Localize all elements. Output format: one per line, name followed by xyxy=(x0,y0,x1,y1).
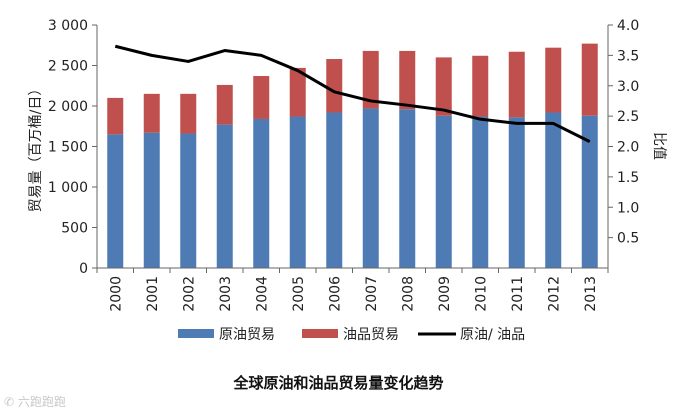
left-tick-label: 1 500 xyxy=(48,140,88,156)
bar-crude-2009 xyxy=(435,115,452,268)
x-tick-label: 2009 xyxy=(437,276,453,312)
x-axis: 2000 2001 2002 2003 2004 2005 2006 2007 2008 2009… xyxy=(96,267,609,312)
bar-crude-2006 xyxy=(326,112,343,268)
legend-swatch-crude xyxy=(178,329,214,338)
right-tick-label: 1.0 xyxy=(617,200,639,216)
left-tick-label: 2 500 xyxy=(48,59,88,75)
bar-products-2010 xyxy=(472,55,489,117)
x-tick-label: 2013 xyxy=(583,276,599,312)
left-tick-label: 500 xyxy=(61,221,88,237)
bar-crude-2007 xyxy=(362,108,379,269)
bar-products-2013 xyxy=(581,43,598,116)
right-tick-label: 3.0 xyxy=(617,79,639,95)
watermark-icon: ✆ xyxy=(4,395,15,409)
watermark-logo: ✆ 六跑跑跑 xyxy=(4,393,66,410)
x-tick-label: 2008 xyxy=(400,276,416,312)
x-tick-label: 2005 xyxy=(291,276,307,312)
x-tick-label: 2011 xyxy=(510,276,526,312)
bar-products-2003 xyxy=(216,84,233,125)
bar-products-2011 xyxy=(508,51,525,118)
bar-crude-2000 xyxy=(107,134,124,268)
x-tick-label: 2007 xyxy=(364,276,380,312)
plot-area xyxy=(107,43,598,269)
left-tick-label: 3 000 xyxy=(48,18,88,34)
bar-crude-2013 xyxy=(581,115,598,268)
right-tick-label: 2.0 xyxy=(617,140,639,156)
bar-crude-2010 xyxy=(472,116,489,268)
y2-axis-label: 比值 xyxy=(651,132,667,160)
bar-products-2001 xyxy=(143,93,160,133)
right-tick-label: 0.5 xyxy=(617,231,639,247)
legend-label-ratio: 原油/ 油品 xyxy=(460,327,525,343)
bar-crude-2002 xyxy=(180,133,197,268)
legend-swatch-products xyxy=(302,329,338,338)
left-tick-label: 0 xyxy=(79,261,88,277)
bar-crude-2001 xyxy=(143,132,160,268)
bar-products-2006 xyxy=(326,59,343,113)
bar-products-2009 xyxy=(435,57,452,116)
legend-label-products: 油品贸易 xyxy=(343,327,399,343)
right-tick-label: 3.5 xyxy=(617,48,639,64)
bar-products-2002 xyxy=(180,93,197,134)
bar-crude-2011 xyxy=(508,117,525,268)
bar-crude-2004 xyxy=(253,118,270,269)
x-tick-label: 2004 xyxy=(254,276,270,312)
bar-crude-2005 xyxy=(289,116,306,268)
x-tick-label: 2002 xyxy=(181,276,197,312)
x-tick-label: 2006 xyxy=(327,276,343,312)
bar-crude-2012 xyxy=(545,112,562,268)
left-axis: 0 500 1 000 1 500 2 000 2 500 3 000 xyxy=(48,18,98,277)
watermark-text: 六跑跑跑 xyxy=(17,395,66,409)
legend-label-crude: 原油贸易 xyxy=(219,327,275,343)
x-tick-label: 2010 xyxy=(473,276,489,312)
line-ratio xyxy=(114,44,591,143)
bar-products-2008 xyxy=(399,50,416,110)
y-axis-label: 贸易量（百万桶/日） xyxy=(28,82,44,213)
chart-canvas: 0 500 1 000 1 500 2 000 2 500 3 000 0.5 1.0 1.5 2… xyxy=(28,18,667,343)
bar-products-2007 xyxy=(362,50,379,109)
bar-products-2000 xyxy=(107,97,124,135)
right-tick-label: 1.5 xyxy=(617,170,639,186)
bar-products-2004 xyxy=(253,76,270,119)
x-tick-label: 2000 xyxy=(108,276,124,312)
right-axis: 0.5 1.0 1.5 2.0 2.5 3.0 3.5 4.0 xyxy=(607,18,639,268)
x-tick-label: 2012 xyxy=(546,276,562,312)
chart-caption: 全球原油和油品贸易量变化趋势 xyxy=(233,374,444,392)
bar-products-2005 xyxy=(289,67,306,117)
right-tick-label: 2.5 xyxy=(617,109,639,125)
x-tick-label: 2001 xyxy=(145,276,161,312)
right-tick-label: 4.0 xyxy=(617,18,639,34)
bar-crude-2003 xyxy=(216,124,233,268)
x-tick-label: 2003 xyxy=(218,276,234,312)
bar-products-2012 xyxy=(545,47,562,113)
bar-crude-2008 xyxy=(399,109,416,269)
left-tick-label: 2 000 xyxy=(48,99,88,115)
left-tick-label: 1 000 xyxy=(48,180,88,196)
legend: 原油贸易 油品贸易 原油/ 油品 xyxy=(178,327,525,343)
